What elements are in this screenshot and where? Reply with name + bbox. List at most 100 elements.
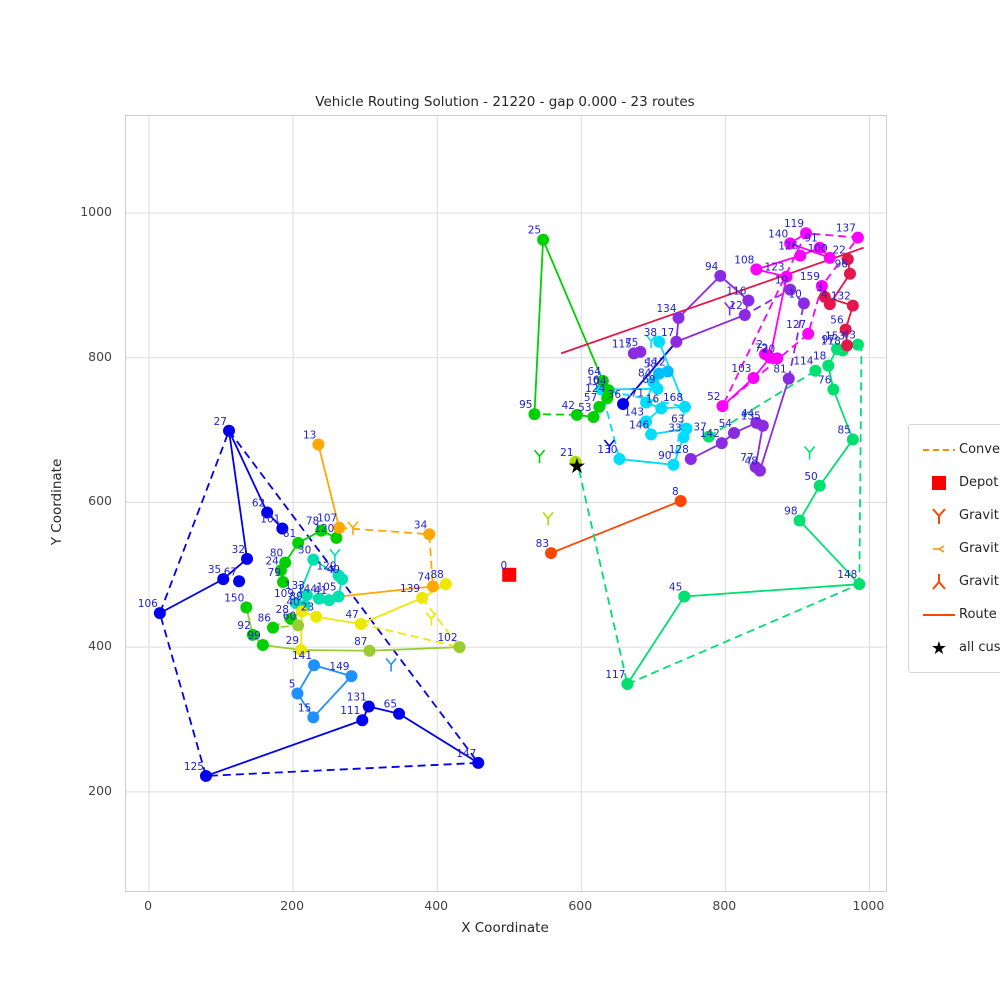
route-node xyxy=(277,576,290,589)
route-node xyxy=(784,237,797,250)
route-node xyxy=(356,714,369,727)
route-node xyxy=(313,592,326,605)
route-line xyxy=(721,232,831,407)
line-icon xyxy=(919,604,959,626)
route-node xyxy=(714,269,727,282)
node-label: 24 xyxy=(266,555,280,567)
legend-label: Gravit xyxy=(959,574,999,589)
route-node xyxy=(716,400,729,413)
node-label: 117 xyxy=(605,669,625,681)
route-node xyxy=(291,687,304,700)
node-label: 149 xyxy=(329,661,349,673)
svg-text:★: ★ xyxy=(931,638,947,659)
node-label: 50 xyxy=(804,471,817,483)
node-label: 120 xyxy=(314,523,334,535)
node-label: 89 xyxy=(289,591,302,603)
node-label: 104 xyxy=(587,375,607,387)
legend-label: all cus xyxy=(959,640,1000,655)
node-label: 84 xyxy=(638,367,652,379)
route-node xyxy=(758,348,771,361)
convex-hull-line xyxy=(600,388,687,466)
node-label: 81 xyxy=(773,364,786,376)
route-node xyxy=(345,670,358,683)
route-node xyxy=(728,426,740,439)
route-node xyxy=(780,270,793,283)
route-segment xyxy=(339,585,433,598)
node-label: 77 xyxy=(740,452,753,464)
node-label: 106 xyxy=(138,598,158,610)
node-label: 119 xyxy=(784,218,804,230)
x-axis-label: X Coordinate xyxy=(461,920,549,936)
node-label: 168 xyxy=(663,392,683,404)
node-label: 63 xyxy=(671,414,684,426)
node-label: 159 xyxy=(800,271,820,283)
node-label: 78 xyxy=(306,516,319,528)
route-node xyxy=(613,452,626,465)
route-node xyxy=(813,479,826,492)
route-node xyxy=(601,392,614,405)
node-label: 101 xyxy=(260,513,280,525)
node-label: 52 xyxy=(707,391,720,403)
node-label: 128 xyxy=(669,444,689,456)
node-label: 8 xyxy=(672,486,679,498)
route-node xyxy=(797,297,810,310)
node-label: 131 xyxy=(347,691,367,703)
node-label: 36 xyxy=(608,389,622,401)
route-node xyxy=(276,522,289,535)
route-node xyxy=(336,573,349,586)
node-label: 103 xyxy=(731,363,751,375)
route-line xyxy=(159,430,248,614)
node-label: 25 xyxy=(528,225,541,237)
legend-item: Gravit xyxy=(919,532,1000,565)
gravity-center-marker xyxy=(724,301,736,316)
node-label: 48 xyxy=(745,456,758,468)
route-line xyxy=(622,341,678,405)
route-node xyxy=(256,638,269,651)
node-label: 42 xyxy=(562,400,575,412)
route-segment xyxy=(575,457,629,685)
route-node xyxy=(674,494,687,507)
legend-item: Depot xyxy=(919,466,1000,499)
node-label: 132 xyxy=(831,291,851,303)
node-label: 65 xyxy=(384,699,397,711)
gravity-center-marker xyxy=(645,334,657,349)
route-node xyxy=(680,422,693,435)
x-tick-label: 0 xyxy=(144,898,153,913)
route-node xyxy=(312,438,325,451)
legend-item: Route xyxy=(919,598,1000,631)
node-label: 23 xyxy=(301,602,314,614)
route-node xyxy=(784,283,797,296)
node-label: 61 xyxy=(283,528,296,540)
star-icon: ★ xyxy=(919,637,959,659)
route-node xyxy=(813,241,826,254)
node-label: 60 xyxy=(283,610,296,622)
route-node xyxy=(853,578,866,591)
legend-label: Route xyxy=(959,607,997,622)
node-label: 95 xyxy=(519,399,532,411)
route-node xyxy=(640,415,653,428)
route-node xyxy=(593,400,606,413)
node-label: 47 xyxy=(345,609,358,621)
route-node xyxy=(570,408,583,421)
route-node xyxy=(453,641,466,654)
route-node xyxy=(439,578,452,591)
convex-hull-line xyxy=(708,369,816,438)
node-label: 88 xyxy=(430,569,443,581)
node-label: 3 xyxy=(816,282,823,294)
route-node xyxy=(423,528,436,541)
node-label: 143 xyxy=(624,406,644,418)
tri-down-icon xyxy=(919,505,959,527)
dashed-line-icon xyxy=(919,439,959,461)
y-tick-label: 400 xyxy=(88,638,112,654)
node-label: 19 xyxy=(775,275,788,287)
node-label: 99 xyxy=(247,630,260,642)
node-label: 37 xyxy=(693,422,706,434)
route-line xyxy=(550,500,682,554)
legend: Conve Depot Gravit Gravit Gravit Route ★ all cu… xyxy=(908,424,1000,673)
route-node xyxy=(223,424,236,437)
gravity-center-marker xyxy=(385,657,397,672)
node-label: 108 xyxy=(734,254,754,266)
route-node xyxy=(333,521,346,534)
plot-title: Vehicle Routing Solution - 21220 - gap 0… xyxy=(315,94,695,110)
